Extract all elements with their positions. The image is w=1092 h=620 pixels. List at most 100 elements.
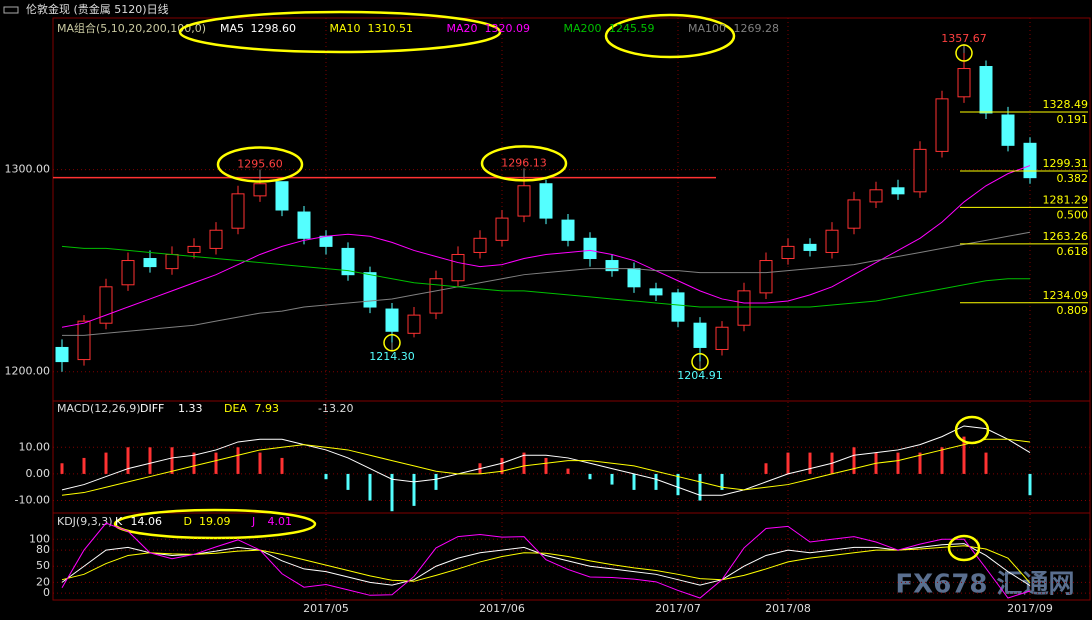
macd-bar [654, 473, 658, 490]
macd-bar [984, 452, 988, 474]
y-tick-label: 1200.00 [5, 365, 51, 378]
macd-bar [170, 447, 174, 474]
legend-name: DIFF [140, 402, 164, 415]
highlight [947, 534, 981, 562]
macd-bar [324, 473, 328, 480]
frame [52, 17, 1091, 601]
candle-body [627, 268, 641, 288]
macd-bar [346, 473, 350, 490]
highlight [178, 10, 502, 54]
macd-bar [236, 447, 240, 474]
candle-body [979, 66, 993, 114]
candle-body [121, 260, 135, 286]
macd-bar [698, 473, 702, 501]
highlight [955, 44, 973, 62]
series-line [61, 165, 1031, 328]
candle-body [187, 245, 201, 253]
y-tick-label: 80 [36, 543, 50, 556]
y-tick-label: 0.00 [26, 467, 51, 480]
macd-bar [566, 468, 570, 474]
annotation-label: 1214.30 [369, 350, 415, 363]
series-line [61, 545, 1031, 584]
candle-body [935, 98, 949, 152]
legend-value: 1245.59 [609, 22, 655, 35]
candle-body [913, 148, 927, 193]
candle-body [957, 68, 971, 98]
macd-bar [764, 463, 768, 474]
candle-body [1023, 142, 1037, 179]
y-tick-label: 1300.00 [5, 163, 51, 176]
highlight [480, 145, 568, 182]
legend-value: 1298.60 [251, 22, 297, 35]
macd-bar [280, 457, 284, 474]
legend-name: MA10 [330, 22, 361, 35]
fib-price: 1234.09 [1043, 289, 1089, 302]
macd-bar [412, 473, 416, 506]
macd-bar [632, 473, 636, 490]
candle-body [77, 320, 91, 361]
fib-ratio: 0.618 [1057, 245, 1089, 258]
candle-body [561, 219, 575, 241]
candle-body [143, 258, 157, 268]
macd-bar [1028, 473, 1032, 496]
candle-body [319, 235, 333, 247]
y-tick-label: 20 [36, 575, 50, 588]
macd-value: -13.20 [318, 402, 353, 415]
candle-body [605, 260, 619, 272]
y-tick-label: -10.00 [15, 494, 50, 507]
macd-bar [214, 452, 218, 474]
annotation-label: 1295.60 [237, 157, 283, 170]
highlight [216, 146, 304, 183]
macd-bar [522, 452, 526, 474]
candle-body [385, 308, 399, 332]
legend-name: DEA [224, 402, 247, 415]
fib-price: 1299.31 [1043, 157, 1089, 170]
macd-bar [258, 452, 262, 474]
macd-bar [610, 473, 614, 485]
macd-bar [192, 452, 196, 474]
fib-ratio: 0.382 [1057, 172, 1089, 185]
macd-bar [104, 452, 108, 474]
macd-bar [720, 473, 724, 490]
candle-body [473, 237, 487, 253]
candle-body [583, 237, 597, 260]
legend-name: J [251, 515, 255, 528]
series-line [61, 543, 1031, 587]
macd-bar [940, 447, 944, 474]
macd-bar [786, 452, 790, 474]
y-tick-label: 10.00 [19, 440, 51, 453]
candle-body [759, 260, 773, 294]
legend-value: 7.93 [255, 402, 280, 415]
legend-value: 19.09 [199, 515, 231, 528]
fib-price: 1263.26 [1043, 230, 1089, 243]
highlight [604, 13, 736, 59]
chart-title: 伦敦金现 (贵金属 5120)日线 [26, 2, 169, 16]
fib-ratio: 0.191 [1057, 113, 1089, 126]
candle-body [781, 245, 795, 260]
x-tick-label: 2017/09 [1007, 602, 1053, 615]
x-tick-label: 2017/07 [655, 602, 701, 615]
candle-body [869, 189, 883, 203]
fib-price: 1328.49 [1043, 98, 1089, 111]
legend-value: 4.01 [268, 515, 293, 528]
legend-value: 1.33 [178, 402, 203, 415]
candle-body [209, 229, 223, 249]
candle-body [649, 288, 663, 296]
legend-name: K [115, 515, 123, 528]
candle-body [737, 290, 751, 326]
candle-body [891, 187, 905, 195]
legend-name: MA20 [447, 22, 478, 35]
candle-body [803, 243, 817, 251]
legend-value: 1310.51 [368, 22, 414, 35]
series-line [61, 438, 1031, 496]
candle-body [693, 322, 707, 348]
series-line [61, 522, 1031, 599]
candle-body [297, 211, 311, 239]
candle-body [341, 247, 355, 276]
macd-bar [588, 473, 592, 480]
macd-bar [126, 447, 130, 474]
macd-title: MACD(12,26,9) [57, 402, 141, 415]
macd-bar [918, 452, 922, 474]
legend-name: MA100 [688, 22, 726, 35]
